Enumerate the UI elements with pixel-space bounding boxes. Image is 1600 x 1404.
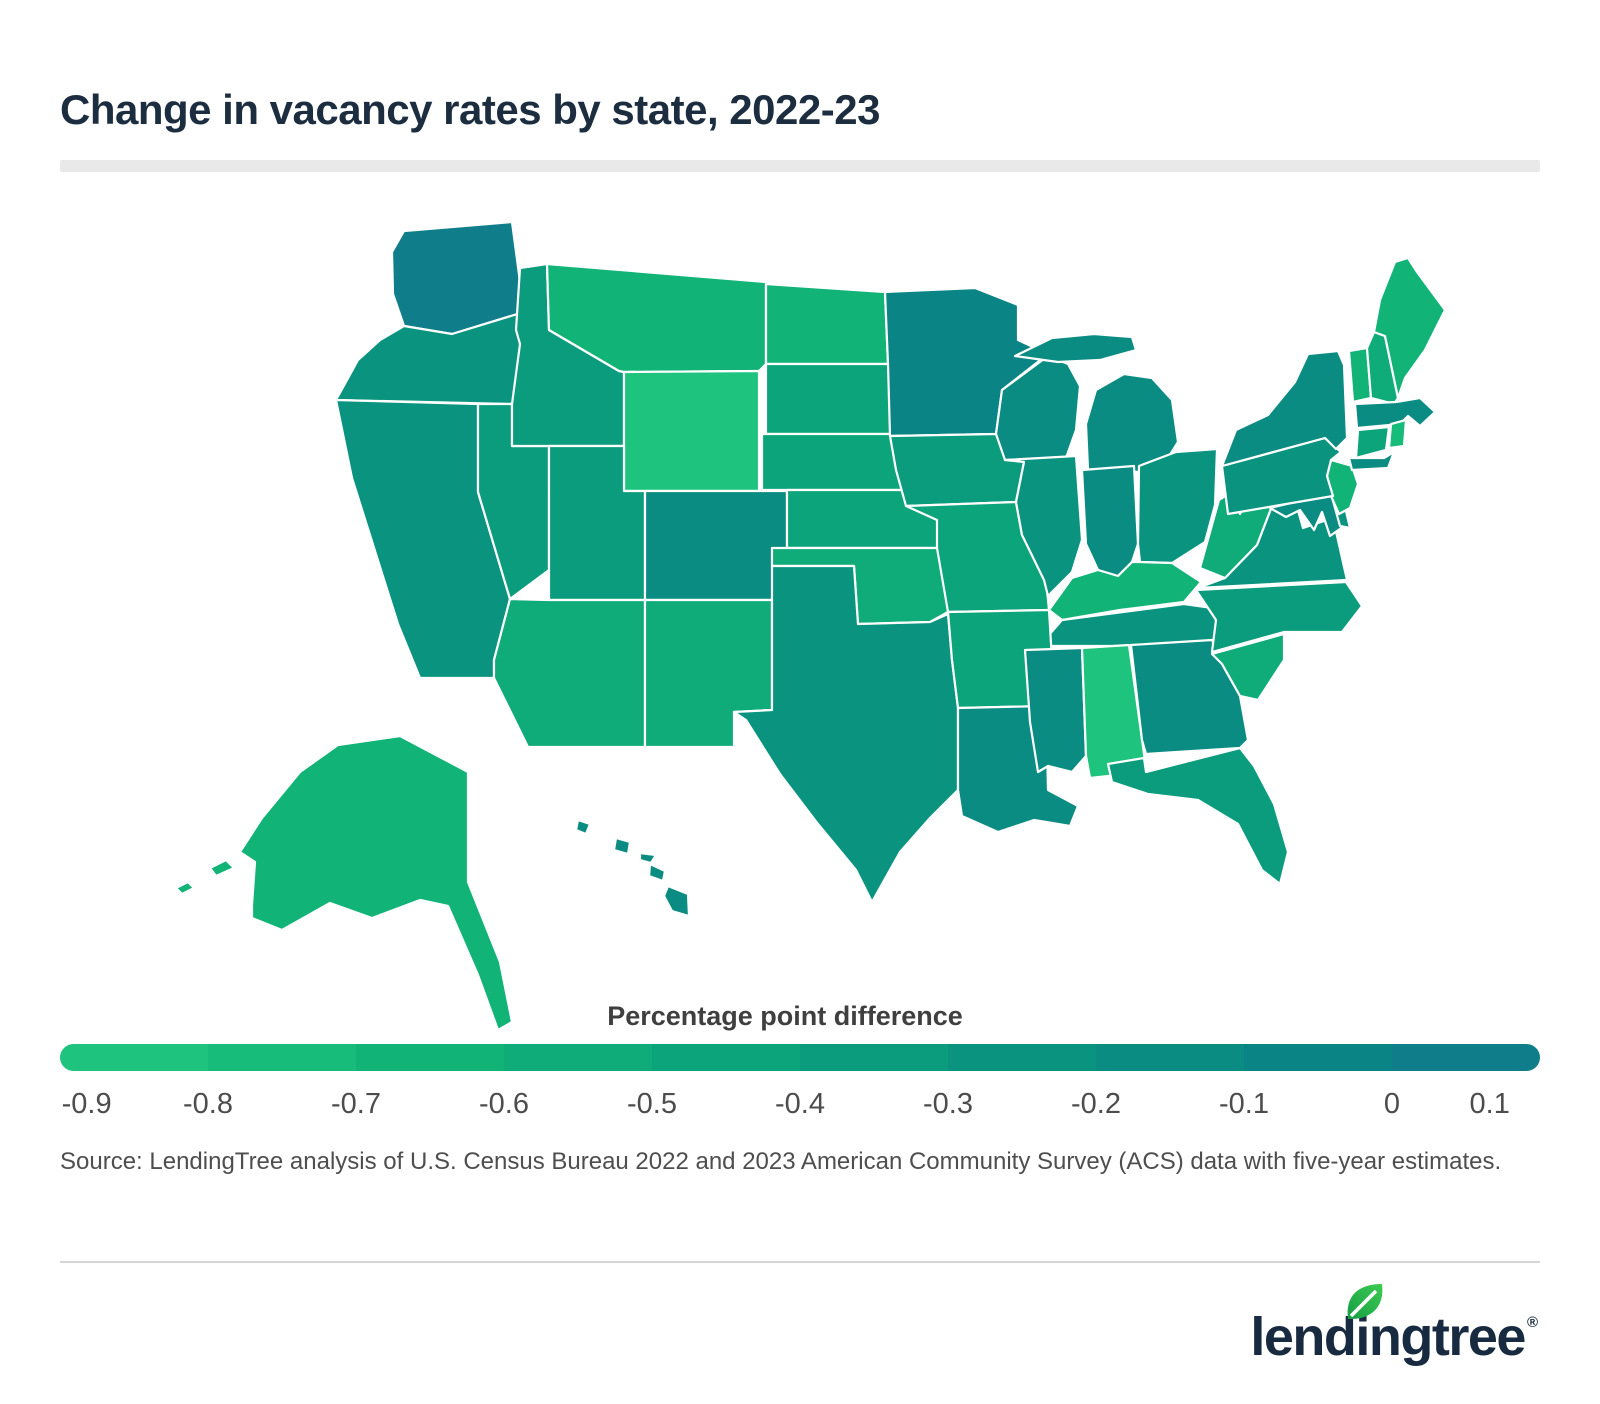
- state-alaska-island[interactable]: [174, 880, 196, 896]
- state-mississippi[interactable]: [1023, 646, 1088, 774]
- legend-color-segment: [60, 1044, 208, 1071]
- legend-color-segment: [948, 1044, 1096, 1071]
- legend-tick-label: -0.1: [1219, 1088, 1269, 1120]
- state-texas[interactable]: [732, 564, 960, 904]
- state-arizona[interactable]: [492, 597, 647, 749]
- legend-color-segment: [1244, 1044, 1392, 1071]
- title-underline: [60, 160, 1540, 172]
- state-hawaii-maui[interactable]: [647, 862, 667, 883]
- legend-tick-label: -0.6: [479, 1088, 529, 1120]
- legend-color-segment: [504, 1044, 652, 1071]
- state-connecticut[interactable]: [1354, 425, 1391, 460]
- legend-color-segment: [652, 1044, 800, 1071]
- state-hawaii-kauai[interactable]: [574, 818, 592, 836]
- state-alaska[interactable]: [238, 734, 514, 1032]
- state-indiana[interactable]: [1080, 464, 1140, 578]
- state-maine[interactable]: [1372, 256, 1447, 400]
- legend-tick-label: -0.3: [923, 1088, 973, 1120]
- logo-wordmark: lendingtree ®: [1250, 1310, 1538, 1364]
- source-note: Source: LendingTree analysis of U.S. Cen…: [60, 1148, 1502, 1175]
- state-ohio[interactable]: [1136, 447, 1219, 565]
- legend-tick-label: -0.8: [183, 1088, 233, 1120]
- legend-tick-label: -0.5: [627, 1088, 677, 1120]
- legend-tick-label: -0.4: [775, 1088, 825, 1120]
- state-rhode-island[interactable]: [1387, 418, 1408, 450]
- state-illinois[interactable]: [1003, 454, 1084, 598]
- legend-color-segment: [356, 1044, 504, 1071]
- legend-tick-label: -0.2: [1071, 1088, 1121, 1120]
- page-title: Change in vacancy rates by state, 2022-2…: [60, 86, 880, 133]
- registered-mark: ®: [1526, 1314, 1538, 1331]
- state-shapes: [174, 220, 1447, 1032]
- legend-color-segment: [208, 1044, 356, 1071]
- state-north-dakota[interactable]: [764, 282, 890, 366]
- legend-tick-label: 0.1: [1469, 1088, 1510, 1120]
- leaf-icon: [1347, 1284, 1383, 1320]
- state-colorado[interactable]: [643, 489, 789, 602]
- legend-color-segment: [1392, 1044, 1540, 1071]
- legend-gradient-bar: [60, 1044, 1540, 1071]
- logo-text: lendingtree: [1250, 1307, 1526, 1367]
- legend-tick-label: -0.9: [61, 1088, 112, 1120]
- state-florida[interactable]: [1106, 746, 1290, 886]
- legend-tick-label: -0.7: [331, 1088, 381, 1120]
- state-south-carolina[interactable]: [1210, 632, 1286, 702]
- legend-color-segment: [1096, 1044, 1244, 1071]
- legend-title: Percentage point difference: [607, 1001, 963, 1031]
- state-new-york-long-island[interactable]: [1347, 450, 1396, 472]
- legend-tick-label: 0: [1383, 1088, 1401, 1120]
- lendingtree-logo: lendingtree ®: [1250, 1284, 1538, 1384]
- state-hawaii-molokai[interactable]: [638, 851, 658, 865]
- legend-color-segment: [800, 1044, 948, 1071]
- state-hawaii-big-island[interactable]: [662, 884, 691, 918]
- state-wyoming[interactable]: [622, 369, 761, 493]
- state-michigan-upper-peninsula[interactable]: [1013, 332, 1138, 364]
- state-alaska-island[interactable]: [208, 858, 236, 878]
- state-north-carolina[interactable]: [1194, 580, 1364, 654]
- legend-ticks: -0.9 -0.8 -0.7 -0.6 -0.5 -0.4 -0.3 -0.2 -0.1 0 0.1: [60, 1088, 1540, 1128]
- state-south-dakota[interactable]: [764, 362, 903, 436]
- state-hawaii-oahu[interactable]: [612, 836, 632, 856]
- state-massachusetts[interactable]: [1353, 396, 1437, 430]
- footer-divider: [60, 1261, 1540, 1263]
- state-new-york[interactable]: [1220, 349, 1349, 468]
- state-kentucky[interactable]: [1047, 560, 1203, 622]
